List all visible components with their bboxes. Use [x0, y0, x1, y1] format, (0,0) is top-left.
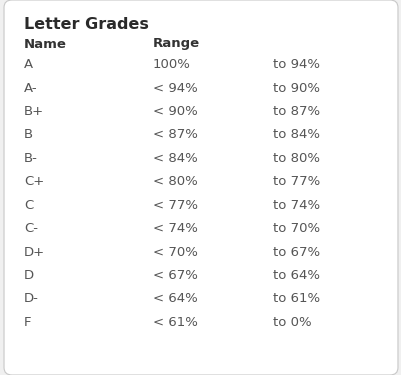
Text: to 74%: to 74%	[273, 199, 320, 212]
Text: < 64%: < 64%	[152, 292, 197, 306]
Text: < 87%: < 87%	[152, 128, 197, 141]
Text: C-: C-	[24, 222, 38, 235]
Text: to 64%: to 64%	[273, 269, 320, 282]
Text: < 84%: < 84%	[152, 152, 197, 165]
Text: D-: D-	[24, 292, 39, 306]
Text: < 61%: < 61%	[152, 316, 197, 329]
Text: Letter Grades: Letter Grades	[24, 17, 149, 32]
Text: to 77%: to 77%	[273, 176, 320, 188]
Text: to 80%: to 80%	[273, 152, 320, 165]
Text: to 87%: to 87%	[273, 105, 320, 118]
Text: 100%: 100%	[152, 58, 190, 71]
Text: A-: A-	[24, 82, 38, 94]
Text: F: F	[24, 316, 32, 329]
Text: Range: Range	[152, 38, 199, 51]
Text: to 84%: to 84%	[273, 128, 320, 141]
Text: A: A	[24, 58, 33, 71]
Text: < 70%: < 70%	[152, 246, 197, 259]
Text: to 61%: to 61%	[273, 292, 320, 306]
Text: < 67%: < 67%	[152, 269, 197, 282]
Text: D+: D+	[24, 246, 45, 259]
Text: B+: B+	[24, 105, 44, 118]
Text: B: B	[24, 128, 33, 141]
FancyBboxPatch shape	[4, 0, 397, 375]
Text: < 94%: < 94%	[152, 82, 197, 94]
Text: < 90%: < 90%	[152, 105, 197, 118]
Text: to 67%: to 67%	[273, 246, 320, 259]
Text: to 0%: to 0%	[273, 316, 311, 329]
Text: Name: Name	[24, 38, 67, 51]
Text: C: C	[24, 199, 33, 212]
Text: to 70%: to 70%	[273, 222, 320, 235]
Text: < 74%: < 74%	[152, 222, 197, 235]
Text: C+: C+	[24, 176, 44, 188]
Text: D: D	[24, 269, 34, 282]
Text: < 77%: < 77%	[152, 199, 197, 212]
Text: < 80%: < 80%	[152, 176, 197, 188]
Text: B-: B-	[24, 152, 38, 165]
Text: to 90%: to 90%	[273, 82, 320, 94]
Text: to 94%: to 94%	[273, 58, 320, 71]
